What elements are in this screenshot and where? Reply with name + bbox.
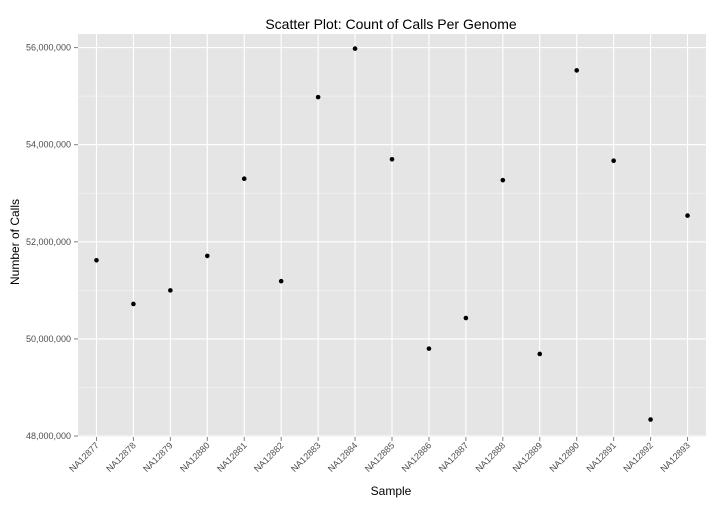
x-axis: NA12877 NA12878 NA12879 NA12880 NA12881 NA128…: [67, 437, 692, 474]
data-point: [94, 257, 99, 263]
data-point: [131, 301, 136, 307]
x-tick-label: NA12884: [326, 440, 360, 474]
data-point: [648, 417, 653, 422]
y-tick-label: 50,000,000: [26, 334, 71, 344]
x-tick-label: NA12880: [178, 440, 212, 474]
y-tick-label: 54,000,000: [26, 140, 71, 150]
y-tick-label: 52,000,000: [26, 237, 71, 247]
y-tick-label: 56,000,000: [26, 43, 71, 53]
x-tick-label: NA12879: [141, 440, 175, 474]
x-tick-label: NA12882: [252, 440, 286, 474]
y-tick-label: 48,000,000: [26, 431, 71, 441]
data-point: [426, 346, 432, 351]
data-point: [537, 351, 543, 357]
x-tick-label: NA12891: [584, 440, 618, 474]
x-tick-label: NA12877: [67, 440, 101, 474]
data-point: [389, 156, 395, 162]
major-gridlines: [78, 34, 706, 437]
x-axis-label: Sample: [371, 484, 412, 498]
data-points: [94, 46, 690, 422]
data-point: [685, 213, 690, 218]
x-tick-label: NA12878: [104, 440, 138, 474]
chart-title: Scatter Plot: Count of Calls Per Genome: [265, 16, 517, 32]
data-point: [278, 278, 284, 284]
x-tick-label: NA12885: [363, 440, 397, 474]
data-point: [204, 253, 210, 259]
x-tick-label: NA12889: [511, 440, 545, 474]
x-tick-label: NA12886: [400, 440, 434, 474]
x-tick-label: NA12883: [289, 440, 323, 474]
data-point: [352, 46, 358, 51]
x-tick-label: NA12887: [437, 440, 471, 474]
x-tick-label: NA12890: [548, 440, 582, 474]
data-point: [463, 315, 469, 321]
x-tick-label: NA12893: [658, 440, 692, 474]
y-axis: 48,000,000 50,000,000 52,000,000 54,000,000…: [26, 43, 78, 441]
y-axis-label: Number of Calls: [8, 199, 22, 285]
data-point: [500, 177, 506, 183]
data-point: [168, 288, 173, 293]
x-tick-label: NA12892: [621, 440, 655, 474]
x-tick-label: NA12881: [215, 440, 249, 474]
x-tick-label: NA12888: [474, 440, 508, 474]
data-point: [315, 94, 321, 100]
data-point: [611, 158, 616, 164]
data-point: [241, 176, 247, 181]
data-point: [574, 68, 580, 73]
